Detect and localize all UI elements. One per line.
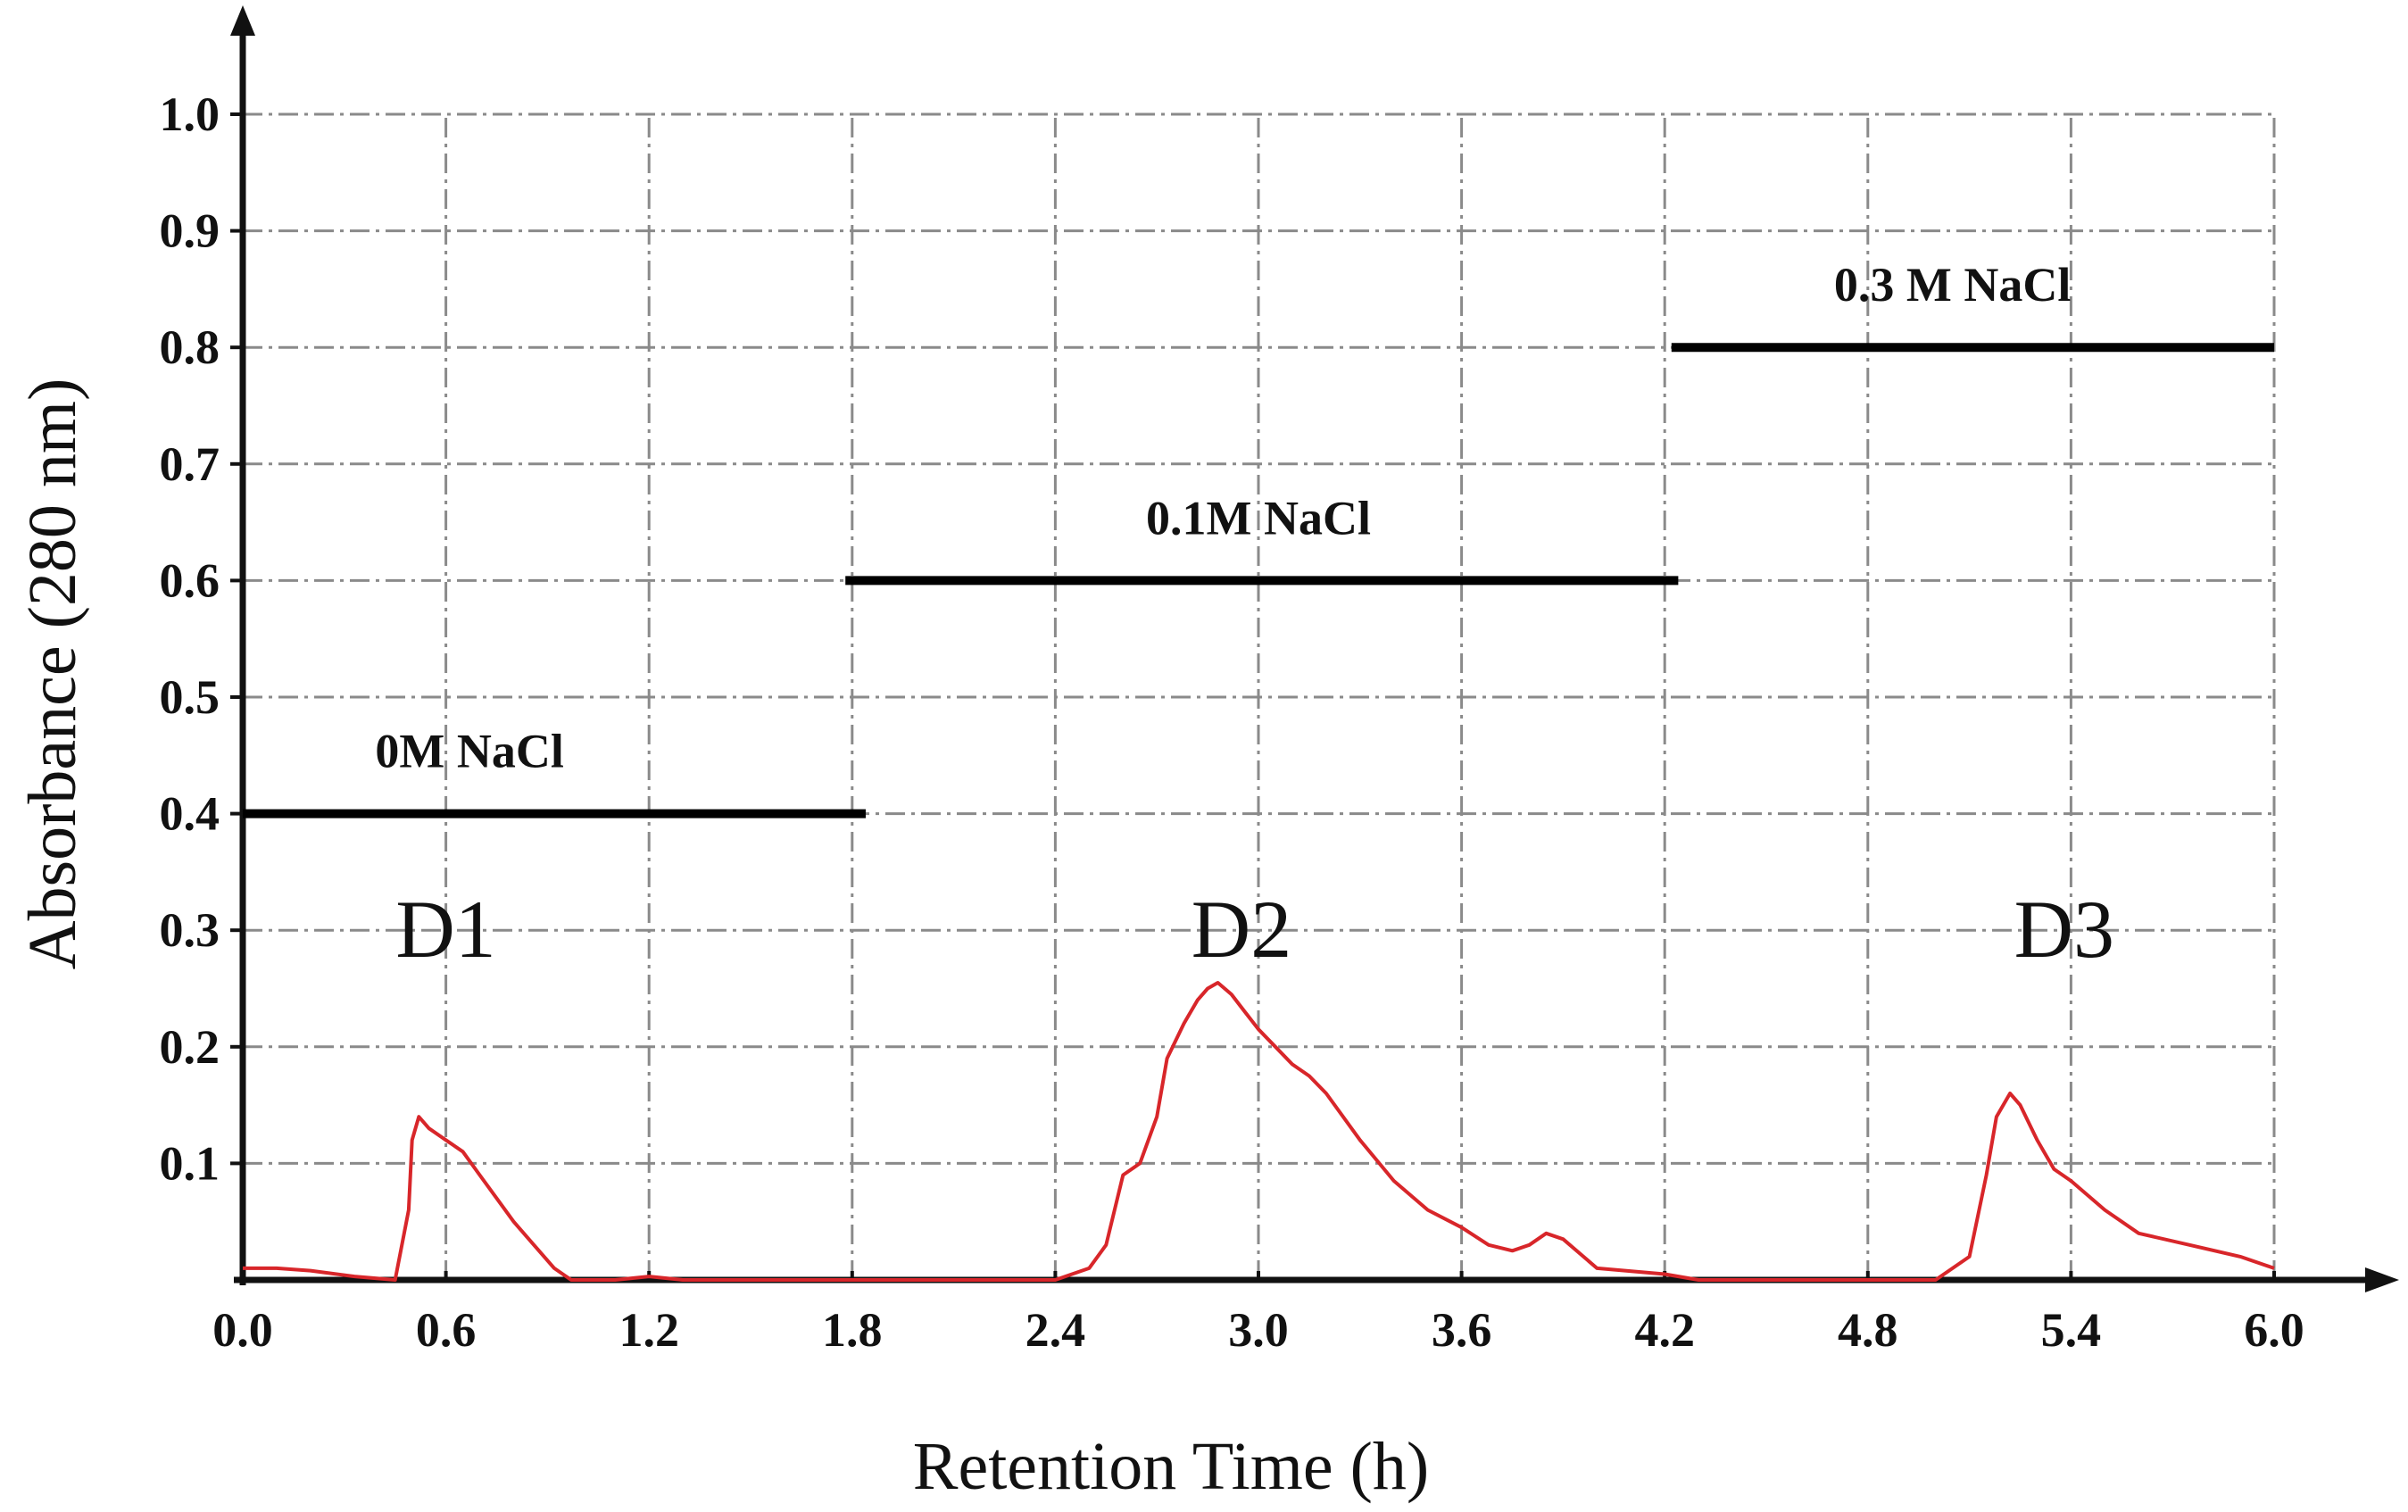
y-tick-label: 0.6: [160, 553, 220, 607]
salt-step-label: 0.1M NaCl: [1146, 491, 1371, 544]
y-tick-label: 0.5: [160, 670, 220, 724]
x-tick-label: 1.8: [822, 1303, 883, 1357]
x-axis-arrow-icon: [2365, 1267, 2399, 1292]
x-tick-label: 4.2: [1634, 1303, 1695, 1357]
salt-step-label: 0M NaCl: [375, 725, 563, 778]
y-tick-label: 0.2: [160, 1020, 220, 1074]
x-tick-labels: 0.0 0.6 1.2 1.8 2.4 3.0 3.6 4.2 4.8 5.4 6.0: [212, 1271, 2304, 1357]
y-tick-label: 0.3: [160, 903, 220, 957]
x-tick-label: 3.0: [1228, 1303, 1289, 1357]
peak-label: D2: [1192, 884, 1291, 975]
peak-labels: D1 D2 D3: [395, 884, 2114, 975]
x-tick-label: 0.6: [416, 1303, 477, 1357]
y-tick-labels: 0.1 0.2 0.3 0.4 0.5 0.6 0.7 0.8 0.9 1.0: [160, 87, 243, 1190]
y-tick-label: 0.9: [160, 204, 220, 258]
x-tick-label: 2.4: [1025, 1303, 1086, 1357]
y-axis-arrow-icon: [230, 5, 255, 36]
x-tick-label: 6.0: [2244, 1303, 2304, 1357]
y-tick-label: 1.0: [160, 87, 220, 141]
y-tick-label: 0.4: [160, 787, 220, 841]
x-axis-title: Retention Time (h): [913, 1429, 1429, 1504]
axes: [230, 5, 2399, 1292]
salt-step-label: 0.3 M NaCl: [1834, 258, 2071, 312]
x-tick-label: 4.8: [1838, 1303, 1898, 1357]
y-tick-label: 0.8: [160, 320, 220, 374]
x-tick-label: 0.0: [212, 1303, 273, 1357]
y-tick-label: 0.1: [160, 1136, 220, 1190]
y-tick-label: 0.7: [160, 437, 220, 491]
grid: [243, 112, 2276, 1280]
peak-label: D3: [2014, 884, 2114, 975]
salt-step-lines: 0M NaCl 0.1M NaCl 0.3 M NaCl: [243, 258, 2274, 818]
x-tick-label: 1.2: [619, 1303, 679, 1357]
x-tick-label: 5.4: [2041, 1303, 2102, 1357]
y-axis-title: Absorbance (280 nm): [15, 378, 90, 970]
absorbance-trace: [243, 981, 2275, 1282]
peak-label: D1: [395, 884, 495, 975]
x-tick-label: 3.6: [1432, 1303, 1492, 1357]
